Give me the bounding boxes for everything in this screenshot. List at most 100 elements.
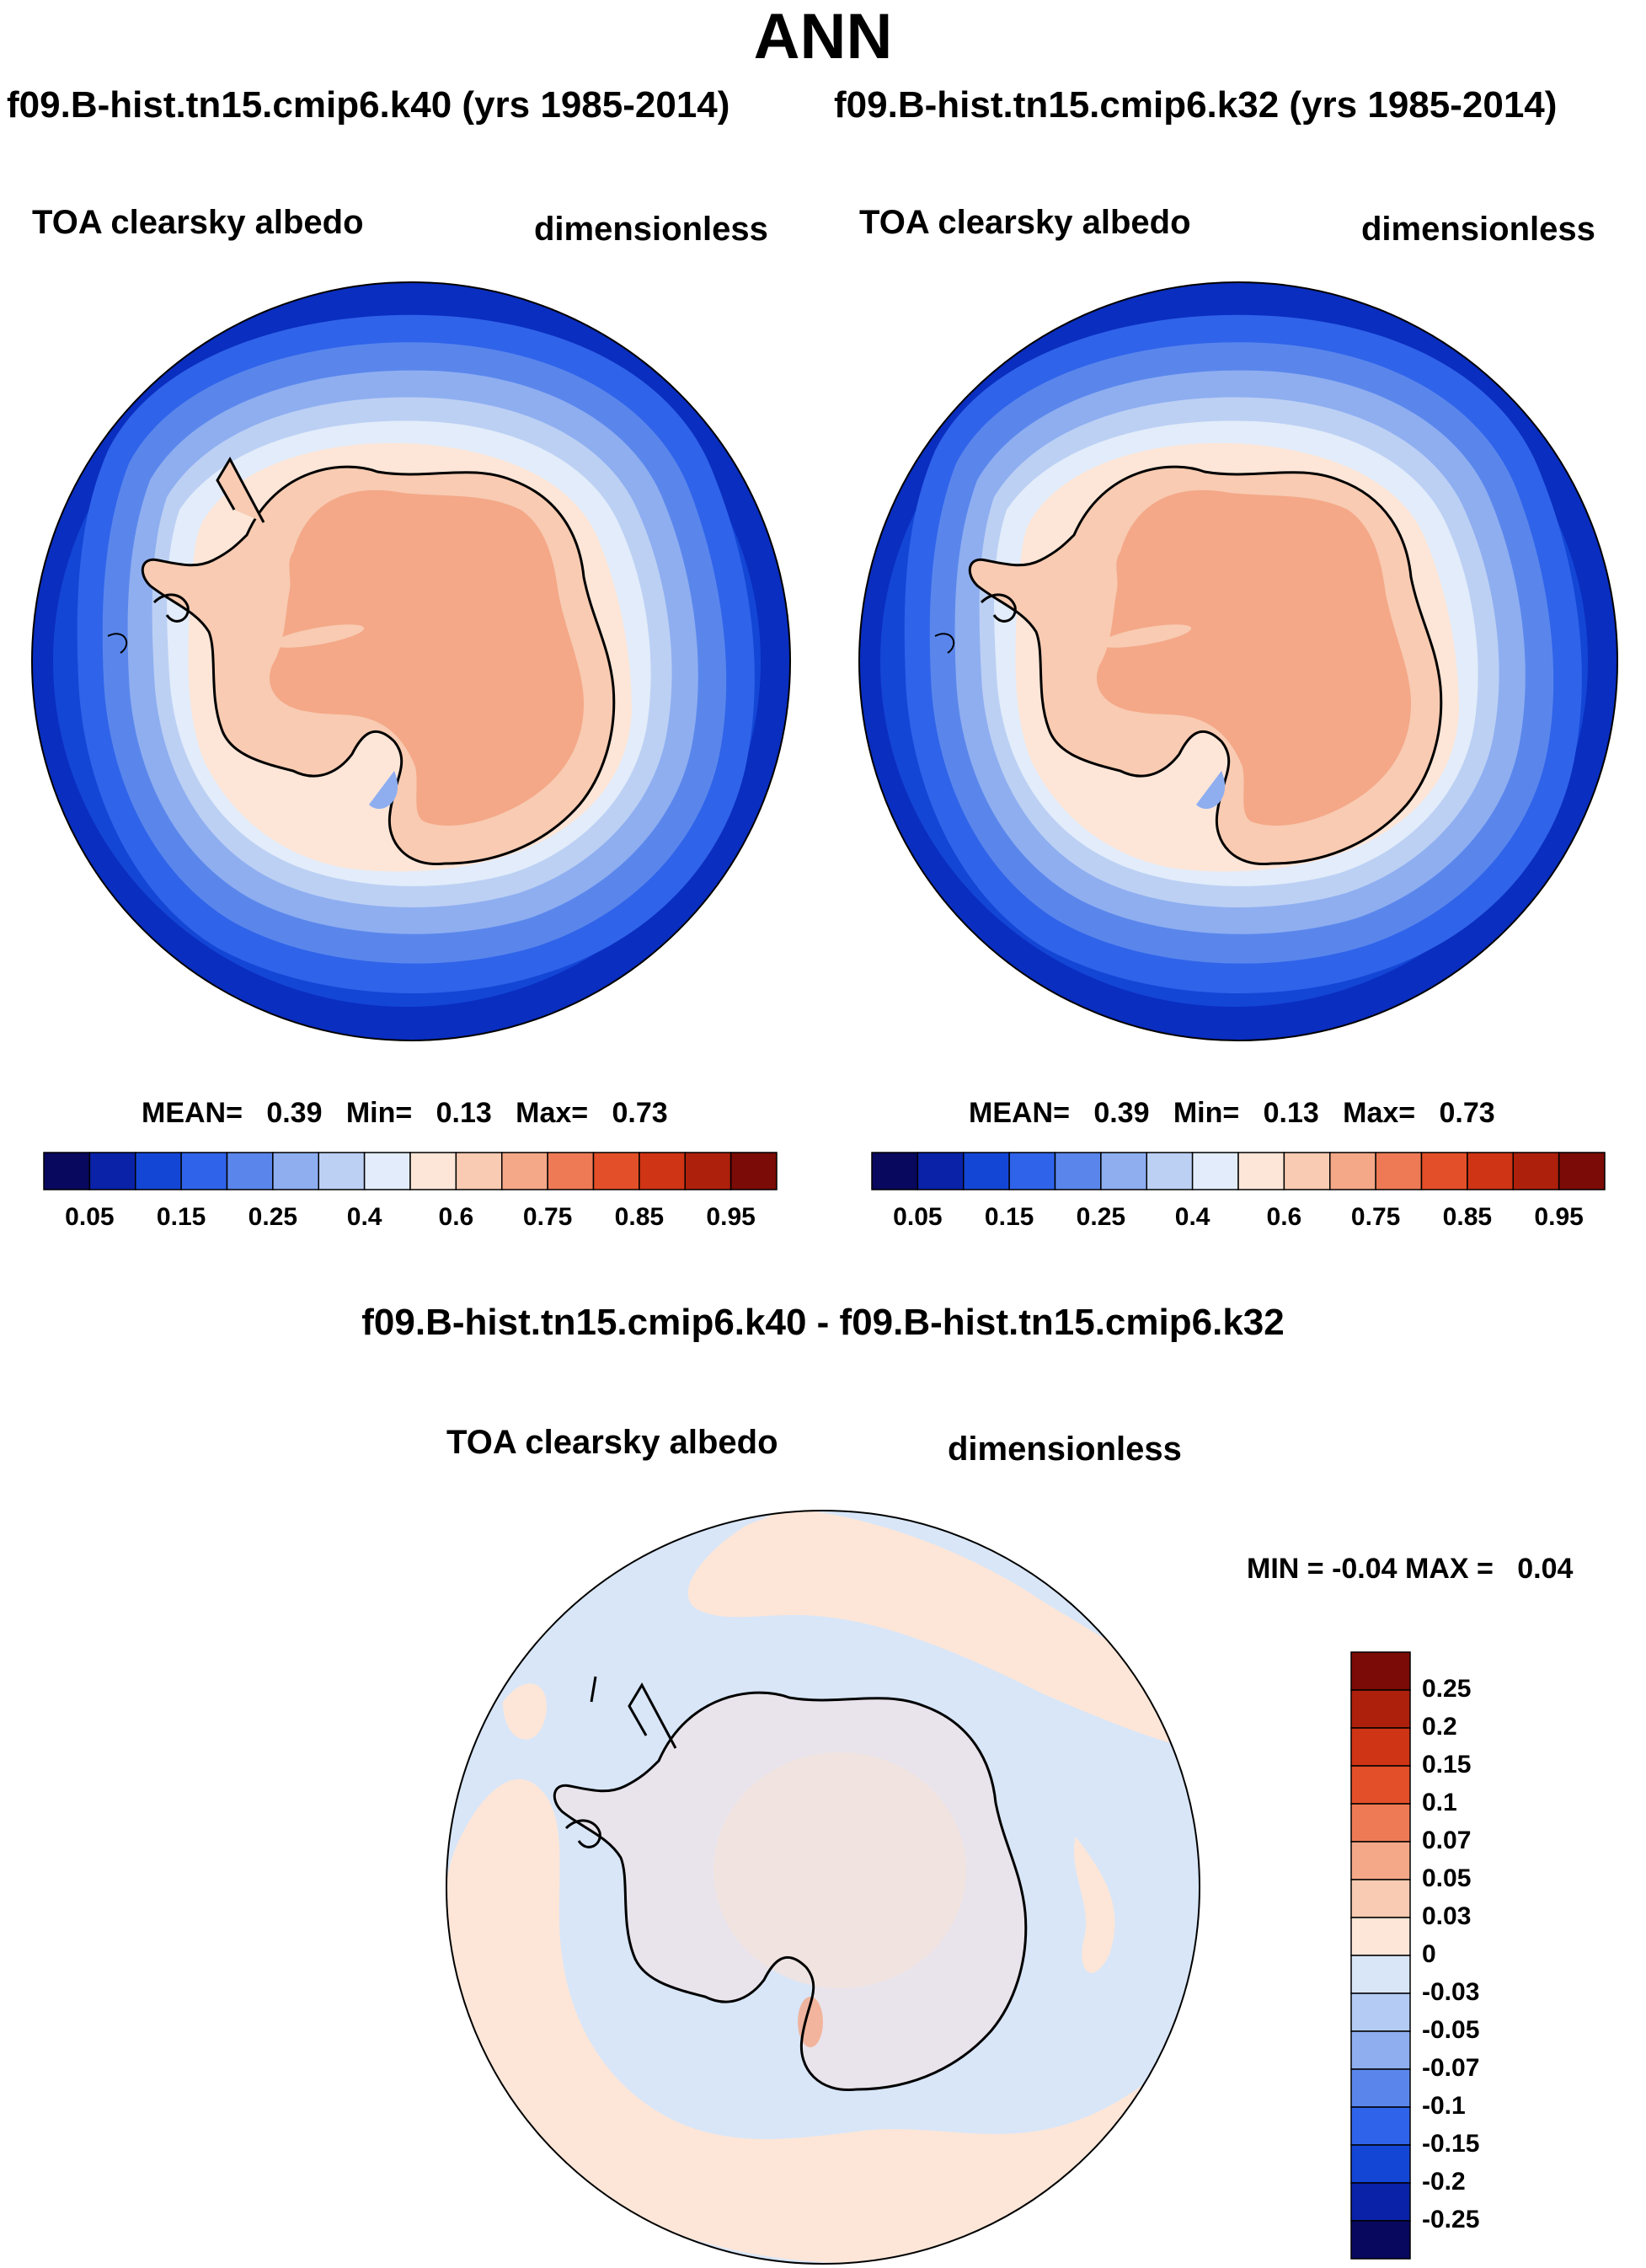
diff-min-label: MIN =	[1247, 1553, 1324, 1585]
panel-2-colorbar-swatch	[1054, 1152, 1102, 1190]
diff-colorbar-tick-label: 0.1	[1422, 1789, 1457, 1816]
panel-1-colorbar-swatch	[501, 1152, 548, 1190]
panel-1-colorbar-swatch	[684, 1152, 732, 1190]
panel-1-colorbar-tick-label: 0.05	[65, 1203, 115, 1231]
panel-2-colorbar-tick-label: 0.6	[1266, 1203, 1302, 1231]
diff-colorbar-swatch	[1350, 1651, 1411, 1691]
diff-colorbar-tick-label: 0.03	[1422, 1902, 1472, 1930]
panel-1-colorbar-swatch	[318, 1152, 366, 1190]
diff-colorbar-swatch	[1350, 1993, 1411, 2032]
diff-colorbar-swatch	[1350, 1879, 1411, 1918]
panel-2-colorbar-tick-label: 0.4	[1174, 1203, 1210, 1231]
diff-colorbar-tick-label: 0.07	[1422, 1827, 1472, 1854]
panel-2-units: dimensionless	[1361, 211, 1595, 248]
panel-2-colorbar-swatch	[1558, 1152, 1606, 1190]
panel-2-colorbar-swatch	[1146, 1152, 1194, 1190]
panel-1-max-value: 0.73	[612, 1097, 668, 1129]
panel-2-map	[859, 282, 1617, 1040]
panel-2-variable: TOA clearsky albedo	[859, 204, 1191, 241]
panel-2-mean-label: MEAN=	[969, 1097, 1070, 1129]
diff-colorbar-swatch	[1350, 1841, 1411, 1880]
panel-2-colorbar-tick-label: 0.85	[1442, 1203, 1493, 1231]
diff-colorbar-swatch	[1350, 1727, 1411, 1767]
panel-1-case-title: f09.B-hist.tn15.cmip6.k40 (yrs 1985-2014…	[7, 84, 730, 126]
diff-colorbar-swatch	[1350, 2068, 1411, 2108]
panel-1-colorbar-swatch	[639, 1152, 686, 1190]
diff-max-label: MAX =	[1405, 1553, 1494, 1585]
panel-1-colorbar-swatch	[43, 1152, 91, 1190]
diff-colorbar-tick-label: -0.05	[1422, 2016, 1480, 2044]
panel-1-colorbar-swatch	[272, 1152, 319, 1190]
panel-2-stats: MEAN= 0.39 Min= 0.13 Max= 0.73	[969, 1097, 1495, 1130]
panel-1-colorbar-swatch	[547, 1152, 595, 1190]
panel-1-colorbar-swatch	[729, 1152, 778, 1190]
panel-2-colorbar-tick-label: 0.95	[1534, 1203, 1584, 1231]
panel-2-colorbar-tick-label: 0.25	[1076, 1203, 1126, 1231]
diff-colorbar-swatch	[1350, 1689, 1411, 1729]
panel-1-colorbar-tick-label: 0.4	[346, 1203, 382, 1231]
panel-2-colorbar-tick-label: 0.05	[893, 1203, 943, 1231]
panel-1-mean-value: 0.39	[266, 1097, 323, 1129]
panel-1-colorbar-tick-label: 0.15	[156, 1203, 206, 1231]
panel-1-colorbar-tick-label: 0.95	[706, 1203, 756, 1231]
panel-1-colorbar-tick-label: 0.25	[248, 1203, 298, 1231]
diff-colorbar-tick-label: -0.07	[1422, 2054, 1480, 2082]
diff-colorbar-tick-label: -0.2	[1422, 2168, 1466, 2196]
panel-1-mean-label: MEAN=	[142, 1097, 243, 1129]
panel-2-colorbar-swatch	[1100, 1152, 1147, 1190]
panel-2-colorbar-tick-label: 0.75	[1350, 1203, 1401, 1231]
panel-2-colorbar-swatch	[917, 1152, 965, 1190]
panel-1-colorbar-swatch	[180, 1152, 228, 1190]
diff-map	[446, 1511, 1200, 2264]
diff-units: dimensionless	[948, 1431, 1182, 1468]
panel-2-colorbar-swatch	[1191, 1152, 1239, 1190]
diff-min-value: -0.04	[1332, 1553, 1397, 1585]
panel-2-colorbar-swatch	[1375, 1152, 1423, 1190]
panel-2-colorbar-tick-label: 0.15	[984, 1203, 1034, 1231]
diff-stats: MIN = -0.04 MAX = 0.04	[1247, 1553, 1573, 1586]
diff-colorbar-swatch	[1350, 1765, 1411, 1805]
panel-1-colorbar-tick-label: 0.75	[522, 1203, 573, 1231]
panel-2-colorbar-swatch	[871, 1152, 919, 1190]
panel-2-colorbar-swatch	[963, 1152, 1010, 1190]
panel-1-map	[32, 282, 790, 1040]
panel-1-colorbar-tick-label: 0.85	[614, 1203, 665, 1231]
panel-1-stats: MEAN= 0.39 Min= 0.13 Max= 0.73	[142, 1097, 668, 1130]
diff-colorbar-swatch	[1350, 2030, 1411, 2070]
diff-colorbar-tick-label: 0.2	[1422, 1713, 1457, 1741]
diff-title: f09.B-hist.tn15.cmip6.k40 - f09.B-hist.t…	[361, 1302, 1285, 1343]
panel-1-colorbar-swatch	[592, 1152, 640, 1190]
panel-2-colorbar-swatch	[1512, 1152, 1560, 1190]
panel-2-colorbar-swatch	[1329, 1152, 1376, 1190]
panel-2-colorbar-swatch	[1008, 1152, 1056, 1190]
panel-2-colorbar-swatch	[1420, 1152, 1468, 1190]
diff-colorbar-tick-label: -0.1	[1422, 2092, 1466, 2120]
panel-1-colorbar-tick-label: 0.6	[438, 1203, 474, 1231]
panel-1-colorbar-swatch	[363, 1152, 411, 1190]
panel-1-colorbar	[43, 1152, 778, 1190]
diff-colorbar-swatch	[1350, 2144, 1411, 2184]
main-title: ANN	[753, 1, 893, 72]
panel-1-colorbar-swatch	[135, 1152, 182, 1190]
diff-colorbar-swatch	[1350, 2182, 1411, 2222]
panel-1-colorbar-swatch	[226, 1152, 274, 1190]
diff-colorbar-swatch	[1350, 1803, 1411, 1843]
diff-colorbar-swatch	[1350, 1955, 1411, 1994]
diff-colorbar-tick-label: -0.15	[1422, 2130, 1480, 2158]
panel-2-colorbar-swatch	[1283, 1152, 1331, 1190]
diff-colorbar-swatch	[1350, 1917, 1411, 1956]
panel-2-min-value: 0.13	[1263, 1097, 1319, 1129]
panel-2-colorbar	[871, 1152, 1606, 1190]
diff-colorbar-tick-label: 0	[1422, 1940, 1436, 1968]
panel-1-colorbar-swatch	[88, 1152, 136, 1190]
panel-2-colorbar-swatch	[1467, 1152, 1514, 1190]
diff-max-value: 0.04	[1517, 1553, 1574, 1585]
diff-colorbar-swatch	[1350, 2106, 1411, 2146]
panel-1-colorbar-swatch	[409, 1152, 457, 1190]
panel-2-mean-value: 0.39	[1093, 1097, 1150, 1129]
panel-1-max-label: Max=	[516, 1097, 589, 1129]
diff-colorbar-swatch	[1350, 2220, 1411, 2260]
diff-colorbar	[1350, 1651, 1411, 2260]
panel-1-units: dimensionless	[534, 211, 768, 248]
